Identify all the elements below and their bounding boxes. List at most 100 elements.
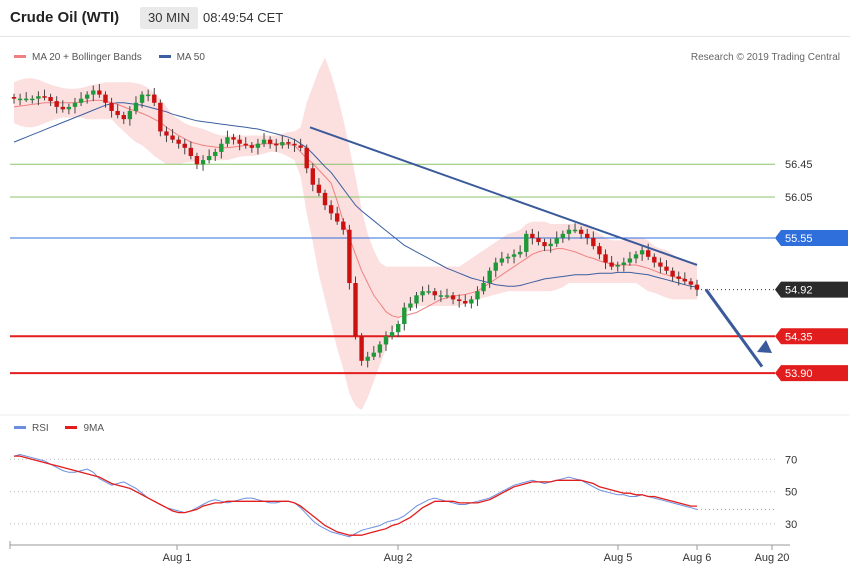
trend-line: [309, 126, 698, 266]
rsi-tick-label-30: 30: [785, 519, 797, 531]
timeframe-selector[interactable]: 30 MIN: [140, 7, 198, 29]
candle-body: [371, 352, 376, 357]
candle-body: [475, 291, 480, 300]
candle-body: [274, 143, 279, 146]
candle-body: [383, 336, 389, 345]
instrument-title: Crude Oil (WTI): [10, 9, 120, 26]
bollinger-swatch: [14, 54, 26, 58]
candle-body: [188, 147, 194, 157]
candle-body: [450, 295, 456, 300]
candle-body: [676, 276, 681, 279]
candle-body: [347, 229, 352, 284]
x-tick-label-0: Aug 1: [163, 552, 192, 564]
candle-body: [389, 332, 395, 337]
rsi-ma-label: 9MA: [83, 423, 105, 434]
legend-rsi-ma[interactable]: 9MA: [65, 423, 104, 434]
candle-body: [286, 142, 291, 144]
candle-body: [164, 131, 169, 136]
legend-bollinger[interactable]: MA 20 + Bollinger Bands: [14, 52, 142, 63]
candle-body: [66, 106, 72, 110]
candle-body: [292, 143, 297, 146]
credit-text: Research © 2019 Trading Central: [690, 52, 840, 63]
candle-body: [121, 115, 126, 120]
candle-body: [109, 102, 114, 111]
candle-body: [91, 90, 96, 95]
level-label-0: 56.45: [785, 159, 813, 171]
candle-body: [670, 270, 675, 277]
candle-body: [103, 94, 108, 103]
candle-body: [524, 233, 529, 252]
candle-body: [499, 258, 505, 263]
candle-body: [694, 284, 700, 290]
candle-body: [182, 143, 187, 148]
candle-body: [432, 291, 437, 296]
level-tag-3: [775, 281, 848, 298]
candle-body: [267, 139, 273, 144]
candle-body: [395, 323, 401, 333]
candle-body: [353, 283, 358, 337]
candle-body: [585, 233, 590, 238]
candle-body: [603, 254, 608, 263]
candle-body: [646, 250, 651, 257]
rsi-tick-label-70: 70: [785, 454, 797, 466]
forecast-arrow-shaft: [704, 288, 764, 368]
candle-body: [237, 139, 242, 144]
level-tag-label-5: 53.90: [785, 368, 813, 380]
rsi-label: RSI: [32, 423, 49, 434]
candle-body: [536, 237, 541, 243]
candles-group: [11, 83, 700, 368]
forecast-arrowhead: [757, 340, 772, 353]
candle-body: [505, 256, 511, 259]
candle-body: [487, 270, 492, 284]
level-tag-5: [775, 365, 848, 382]
candle-body: [231, 137, 236, 140]
candle-body: [560, 233, 566, 238]
candle-body: [298, 145, 303, 148]
candle-body: [17, 98, 23, 101]
rsi-ma-line: [14, 455, 697, 536]
rsi-tick-label-50: 50: [785, 487, 797, 499]
candle-body: [402, 307, 407, 324]
legend-ma50[interactable]: MA 50: [158, 52, 205, 63]
level-tag-2: [775, 229, 848, 246]
candle-body: [517, 251, 523, 255]
candle-body: [414, 295, 419, 304]
candle-body: [280, 142, 285, 146]
candle-body: [316, 184, 322, 193]
candle-body: [609, 262, 614, 267]
candle-body: [304, 147, 309, 169]
rsi-line: [13, 453, 698, 538]
candle-body: [249, 145, 255, 148]
candle-body: [408, 303, 413, 308]
candle-body: [341, 221, 346, 230]
candle-body: [426, 291, 431, 293]
candle-body: [639, 250, 645, 255]
x-tick-label-4: Aug 20: [755, 552, 790, 564]
candle-body: [511, 254, 517, 257]
candle-body: [359, 336, 364, 361]
candle-body: [566, 229, 572, 234]
candle-body: [591, 237, 596, 247]
candle-body: [328, 205, 334, 214]
candle-body: [23, 98, 29, 101]
x-tick-label-1: Aug 2: [384, 552, 413, 564]
candle-body: [170, 135, 175, 140]
candle-body: [554, 237, 559, 244]
legend-rsi[interactable]: RSI: [14, 423, 49, 434]
level-tag-label-2: 55.55: [785, 233, 813, 245]
ma50-label: MA 50: [176, 52, 205, 63]
candle-body: [572, 229, 578, 232]
candle-body: [578, 229, 584, 234]
candle-body: [152, 94, 157, 103]
candle-body: [444, 295, 450, 297]
candle-body: [194, 156, 200, 165]
x-tick-label-3: Aug 6: [683, 552, 712, 564]
level-tag-4: [775, 328, 848, 345]
candle-body: [97, 90, 102, 95]
ma50-swatch: [158, 54, 171, 58]
level-tag-label-3: 54.92: [785, 285, 813, 297]
candle-body: [261, 139, 267, 144]
main-legend: MA 20 + Bollinger Bands MA 50: [14, 52, 219, 63]
candle-body: [206, 156, 212, 161]
